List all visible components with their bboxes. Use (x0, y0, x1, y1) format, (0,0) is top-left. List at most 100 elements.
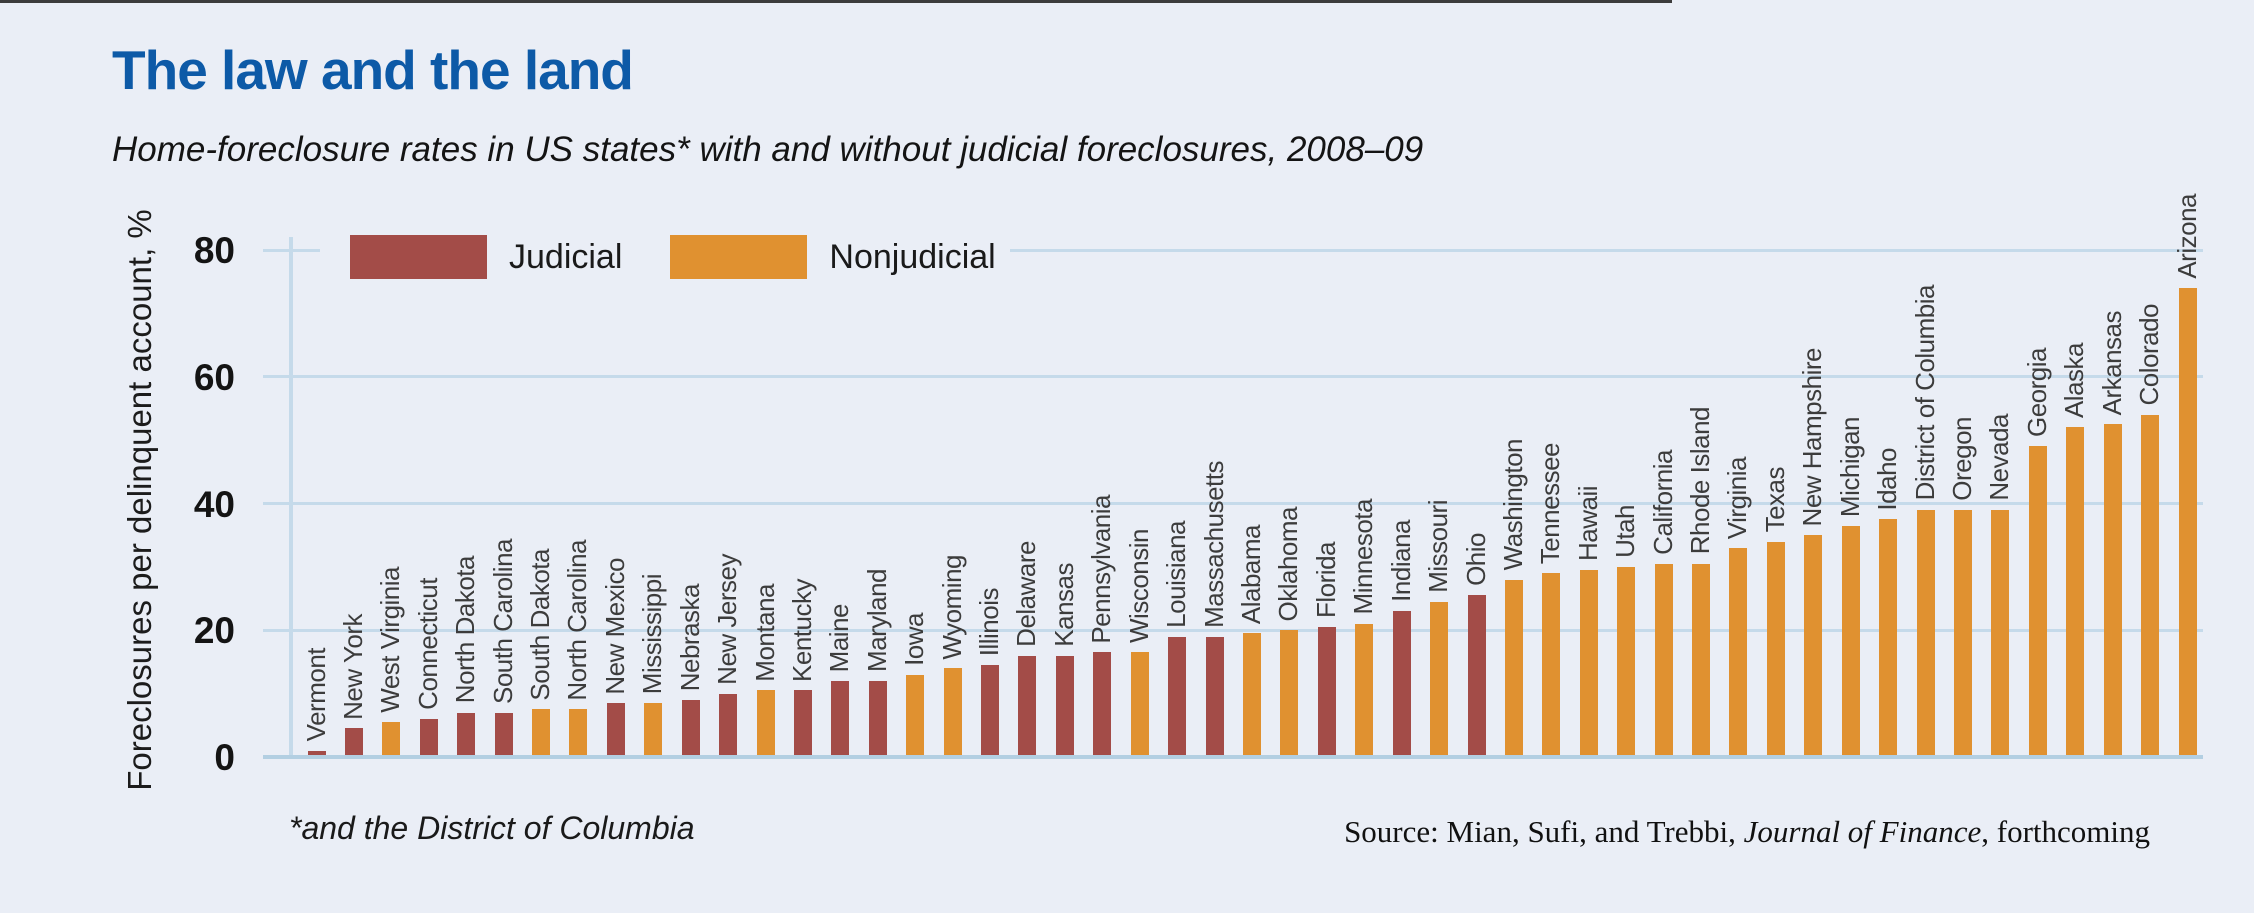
state-label: Maryland (861, 569, 892, 672)
state-label: New Mexico (599, 557, 630, 695)
source-journal: Journal of Finance (1743, 814, 1982, 849)
state-label: Utah (1610, 504, 1641, 558)
footnote: *and the District of Columbia (289, 810, 695, 846)
state-label: Idaho (1872, 447, 1903, 511)
chart-title: The law and the land (112, 39, 634, 101)
bar-new-jersey (719, 693, 738, 757)
state-label: Kentucky (786, 578, 817, 682)
state-label: Georgia (2021, 348, 2052, 438)
state-label: Nevada (1984, 414, 2015, 501)
bar-south-dakota (532, 709, 551, 757)
bar-maryland (868, 680, 887, 757)
state-label: Connecticut (412, 578, 443, 710)
plot-area: Vermont New York West Virginia Connecticut N… (263, 194, 2203, 759)
state-label: Florida (1310, 542, 1341, 619)
state-label: Michigan (1834, 416, 1865, 517)
state-label: North Carolina (562, 539, 593, 701)
source-line: Source: Mian, Sufi, and Trebbi, Journal … (1344, 814, 2150, 850)
chart-subtitle: Home-foreclosure rates in US states* wit… (112, 130, 1424, 169)
bar-pennsylvania (1093, 652, 1112, 757)
bar-north-carolina (569, 709, 588, 757)
bar-kentucky (793, 690, 812, 757)
state-label: Minnesota (1348, 499, 1379, 615)
bar-district-of-columbia (1916, 509, 1935, 757)
state-label: Wyoming (936, 554, 967, 660)
bar-indiana (1392, 611, 1411, 757)
x-axis-line (263, 755, 2203, 759)
y-tick-label: 60 (193, 356, 235, 398)
state-label: Louisiana (1161, 520, 1192, 628)
gridline-80 (263, 248, 2203, 252)
bar-california (1654, 563, 1673, 757)
bar-alaska (2066, 427, 2085, 757)
bar-mississippi (644, 703, 663, 757)
state-label: Alabama (1236, 525, 1266, 625)
bar-tennessee (1542, 573, 1561, 757)
state-label: California (1647, 449, 1678, 555)
bar-washington (1504, 579, 1523, 757)
y-tick-label: 20 (193, 610, 235, 652)
state-label: Mississippi (637, 573, 668, 695)
state-label: Oregon (1946, 417, 1977, 501)
state-label: Colorado (2134, 304, 2165, 406)
bar-wyoming (943, 668, 962, 757)
state-label: Wisconsin (1123, 529, 1154, 644)
legend-item-judicial: Judicial (350, 235, 622, 279)
bar-florida (1317, 627, 1336, 757)
state-label: District of Columbia (1909, 285, 1940, 501)
bar-nebraska (681, 699, 700, 757)
bar-north-dakota (457, 712, 476, 757)
state-label: Arkansas (2096, 310, 2127, 416)
bar-missouri (1430, 601, 1449, 757)
bar-texas (1766, 541, 1785, 757)
state-label: Maine (824, 603, 855, 672)
state-label: Missouri (1423, 499, 1454, 593)
state-label: Vermont (300, 648, 331, 742)
legend-label-nonjudicial: Nonjudicial (829, 237, 996, 276)
bar-virginia (1729, 547, 1748, 757)
bar-ohio (1467, 595, 1486, 757)
state-label: Iowa (899, 612, 930, 666)
state-label: Oklahoma (1273, 506, 1304, 622)
bar-new-hampshire (1804, 535, 1823, 757)
state-label: West Virginia (375, 567, 406, 714)
bar-new-york (344, 728, 363, 757)
bar-oregon (1953, 509, 1972, 757)
state-label: Nebraska (674, 583, 705, 691)
bar-south-carolina (494, 712, 513, 757)
bar-arizona (2178, 288, 2197, 757)
bar-louisiana (1168, 636, 1187, 757)
state-label: New York (337, 613, 368, 720)
bar-kansas (1055, 655, 1074, 757)
state-label: Illinois (974, 587, 1005, 657)
state-label: Washington (1497, 439, 1528, 571)
state-label: North Dakota (450, 556, 481, 704)
state-label: South Dakota (525, 548, 556, 701)
gridline-40 (263, 502, 2203, 505)
state-label: Virginia (1722, 456, 1753, 539)
state-label: Delaware (1011, 540, 1042, 647)
bar-idaho (1879, 519, 1898, 757)
bar-massachusetts (1205, 636, 1224, 757)
bar-colorado (2141, 414, 2160, 757)
state-label: New Jersey (712, 553, 743, 685)
y-tick-label: 0 (214, 737, 235, 778)
bar-new-mexico (606, 703, 625, 757)
state-label: Hawaii (1572, 486, 1603, 562)
state-label: Massachusetts (1198, 460, 1229, 628)
bar-montana (756, 690, 775, 757)
state-label: Pennsylvania (1086, 494, 1117, 644)
state-label: New Hampshire (1797, 347, 1828, 527)
bar-utah (1617, 566, 1636, 757)
bar-michigan (1841, 525, 1860, 757)
bar-nevada (1991, 509, 2010, 757)
bar-wisconsin (1130, 652, 1149, 757)
bar-vermont (307, 750, 326, 757)
state-label: Texas (1759, 467, 1790, 533)
bar-delaware (1018, 655, 1037, 757)
gridline-60 (263, 375, 2203, 379)
legend-swatch-nonjudicial (670, 235, 808, 279)
bar-rhode-island (1692, 563, 1711, 757)
